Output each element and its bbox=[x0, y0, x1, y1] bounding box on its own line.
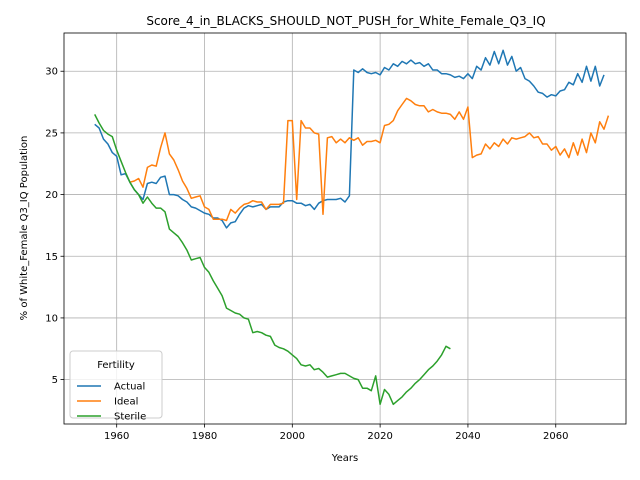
chart-title: Score_4_in_BLACKS_SHOULD_NOT_PUSH_for_Wh… bbox=[146, 14, 545, 28]
plot-frame bbox=[63, 32, 627, 425]
legend-label-sterile: Sterile bbox=[114, 412, 146, 423]
y-tick-label: 25 bbox=[45, 128, 58, 139]
legend-title: Fertility bbox=[97, 360, 135, 371]
plot-series bbox=[94, 49, 610, 406]
y-tick-label: 10 bbox=[45, 313, 58, 324]
y-tick-label: 15 bbox=[45, 252, 58, 263]
series-line-sterile bbox=[94, 114, 451, 406]
x-tick-label: 2060 bbox=[543, 431, 568, 442]
legend-label-ideal: Ideal bbox=[114, 397, 138, 408]
x-tick-label: 2040 bbox=[455, 431, 480, 442]
y-tick-label: 5 bbox=[52, 375, 58, 386]
series-line-actual bbox=[94, 49, 605, 229]
y-axis-ticks: 5 10 15 20 25 30 bbox=[45, 67, 64, 386]
x-axis-ticks: 1960 1980 2000 2020 2040 2060 bbox=[104, 424, 568, 442]
legend-label-actual: Actual bbox=[114, 382, 145, 393]
x-tick-label: 1960 bbox=[104, 431, 129, 442]
grid-lines bbox=[64, 33, 626, 424]
x-axis-label: Years bbox=[331, 453, 358, 464]
x-tick-label: 2020 bbox=[367, 431, 392, 442]
x-tick-label: 2000 bbox=[280, 431, 305, 442]
y-tick-label: 30 bbox=[45, 67, 58, 78]
series-line-ideal bbox=[129, 97, 610, 222]
legend: Fertility Actual Ideal Sterile bbox=[69, 350, 163, 423]
x-tick-label: 1980 bbox=[192, 431, 217, 442]
y-tick-label: 20 bbox=[45, 190, 58, 201]
y-axis-label: % of White_Female Q3_IQ Population bbox=[19, 136, 30, 321]
